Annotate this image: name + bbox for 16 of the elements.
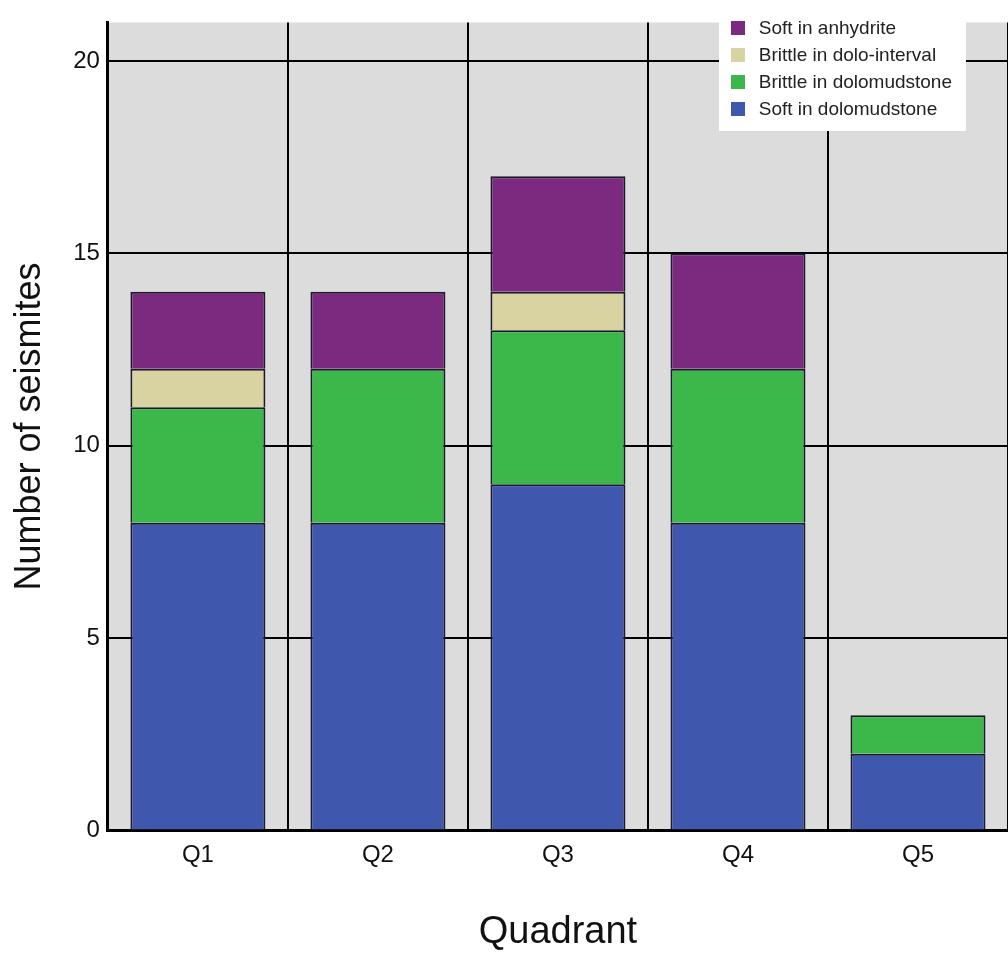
- y-axis-title: Number of seismites: [6, 262, 48, 591]
- legend-label: Brittle in dolo-interval: [758, 44, 937, 66]
- y-tick-label: 20: [73, 45, 100, 73]
- x-tick-label: Q3: [541, 839, 574, 867]
- legend-label: Brittle in dolomudstone: [758, 71, 952, 93]
- x-tick-label: Q5: [901, 839, 934, 867]
- legend-label: Soft in anhydrite: [758, 17, 897, 39]
- y-tick-label: 10: [73, 430, 100, 458]
- legend-label: Soft in dolomudstone: [758, 98, 938, 120]
- x-tick-label: Q4: [721, 839, 754, 867]
- y-tick-label: 5: [86, 622, 100, 650]
- y-tick-label: 15: [73, 237, 100, 265]
- x-axis-title: Quadrant: [478, 908, 638, 951]
- y-tick-label: 0: [86, 815, 100, 843]
- x-tick-label: Q1: [181, 839, 214, 867]
- x-tick-label: Q2: [361, 839, 394, 867]
